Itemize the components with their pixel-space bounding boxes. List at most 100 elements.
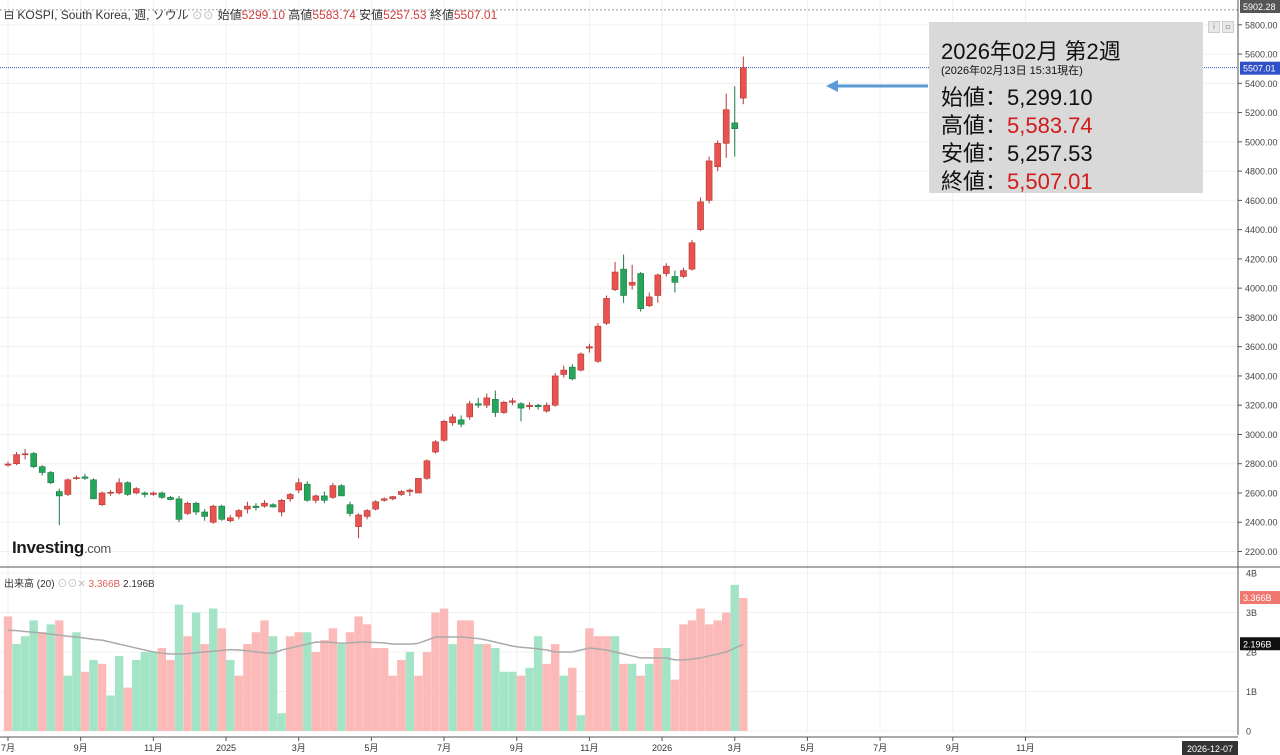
open-value: 5299.10 [241,8,286,22]
volume-avg-badge [1240,637,1280,651]
time-tick-label: 11月 [1016,743,1034,753]
settings-icon[interactable]: i [1208,21,1220,33]
candle-body [81,476,89,479]
chart-header: ⊟ KOSPI, South Korea, 週, ソウル ⊙⊙ 始値5299.1… [4,6,497,23]
header-tools-icon[interactable]: ⊙⊙ [192,8,215,22]
price-tick-label: 3600.00 [1245,342,1278,352]
candle [55,488,63,526]
candle-body [457,419,465,425]
candle-body [432,441,439,453]
candle-body [98,492,106,505]
candle [73,475,80,480]
candle-body [663,265,670,274]
volume-bar [123,687,132,731]
candle-body [714,143,721,168]
candle [543,402,550,413]
candle-body [603,298,610,324]
candle [13,452,20,466]
candle [680,267,687,278]
volume-bar [380,648,389,731]
price-tick-label: 2600.00 [1245,488,1278,498]
candle-body [124,482,131,495]
volume-bars [3,584,748,731]
candle [611,261,619,292]
price-tick-label: 2200.00 [1245,547,1278,557]
candle [466,400,474,420]
tooltip-box: 2026年02月 第2週 (2026年02月13日 15:31現在) 始値：5,… [929,22,1203,194]
time-tick-label: 7月 [1,743,15,753]
volume-bar [653,648,662,731]
candle [124,481,131,496]
candle [509,397,516,406]
candle [158,491,166,499]
candle-body [47,472,55,484]
candle-body [380,498,388,501]
candle [628,264,636,290]
candle [603,295,610,325]
candle [218,504,226,521]
candle [526,402,533,410]
candle [355,513,362,539]
volume-bar [619,663,628,731]
candle [98,491,106,507]
price-tick-label: 5800.00 [1245,20,1278,30]
volume-bar [132,659,141,731]
time-tick-label: 11月 [144,743,162,753]
candle-body [654,274,662,296]
candle-body [560,369,568,375]
candle-body [509,400,516,403]
volume-header: 出来高 (20) ⊙⊙✕ 3.366B 2.196B [4,575,155,590]
top-price-badge [1240,0,1280,13]
time-tick-label: 2026 [652,743,672,753]
volume-bar [448,644,457,731]
candle-body [423,460,431,479]
tooltip-title: 2026年02月 第2週 [941,39,1121,64]
volume-tools-icon[interactable]: ⊙⊙✕ [57,579,86,590]
price-tick-label: 5000.00 [1245,137,1278,147]
window-icon[interactable]: ▫ [1222,21,1234,33]
price-tick-label: 3800.00 [1245,313,1278,323]
candle [483,393,491,409]
candle-body [551,375,559,406]
volume-bar [20,636,30,731]
volume-bar [303,632,312,731]
price-tick-label: 5400.00 [1245,79,1278,89]
candle-body [637,273,645,309]
volume-bar [439,608,449,731]
candle [252,503,260,511]
candle [432,440,439,454]
time-tick-label: 7月 [873,743,887,753]
volume-bar [482,644,491,731]
volume-bar [739,598,748,731]
candle-body [4,463,12,466]
candle-body [107,491,114,494]
candle-body [697,201,704,230]
candle-body [90,479,97,500]
volume-bar [362,624,372,731]
candle-body [329,485,337,498]
volume-bar [516,675,526,731]
volume-bar [3,616,13,731]
volume-current-badge [1240,591,1280,605]
volume-bar [12,644,21,731]
volume-avg: 2.196B [123,579,155,590]
date-badge [1182,741,1238,755]
volume-bar [251,632,261,731]
candle [338,484,345,497]
volume-bar [149,652,158,731]
candle-body [466,403,474,418]
candle [722,93,730,158]
volume-bar [140,652,149,731]
volume-bar [645,663,654,731]
tooltip-subtitle: (2026年02月13日 15:31現在) [941,65,1083,77]
candle [244,501,251,514]
candle-body [628,282,636,286]
price-tick-label: 2400.00 [1245,518,1278,528]
candle-body [568,366,576,380]
volume-bar [627,663,637,731]
candle [697,197,704,232]
candle [261,500,268,508]
candle [150,491,157,496]
collapse-icon[interactable]: ⊟ [4,8,15,22]
candle-body [594,325,602,362]
